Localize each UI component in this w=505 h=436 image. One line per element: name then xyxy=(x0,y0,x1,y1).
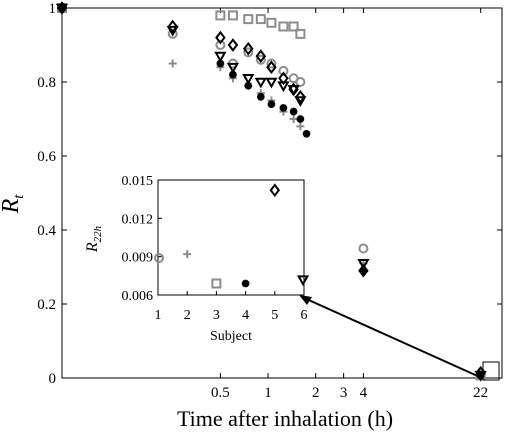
y-tick-label: 0.8 xyxy=(37,75,56,91)
inset-x-tick-label: 2 xyxy=(184,308,191,323)
data-point-triangle-down xyxy=(166,25,179,37)
data-point-star xyxy=(476,371,485,380)
data-point-triangle-down xyxy=(226,62,240,74)
data-point-circle xyxy=(167,28,178,39)
y-tick-label: 0.6 xyxy=(37,149,56,165)
inset-point-circle xyxy=(154,252,164,263)
inset-point-star xyxy=(241,279,250,288)
x-tick-label: 1 xyxy=(264,385,272,401)
data-point-circle xyxy=(266,58,277,69)
data-point-circle xyxy=(358,243,369,254)
data-point-star xyxy=(267,100,276,108)
data-point-star xyxy=(244,81,253,90)
main-axis-ticks: 00.20.40.60.810.5 1 2 3 4 22 xyxy=(37,1,502,401)
inset-y-tick-label: 0.006 xyxy=(122,289,154,304)
data-point-diamond xyxy=(243,41,254,56)
main-x-axis-label: Time after inhalation (h) xyxy=(177,406,393,431)
data-point-plus xyxy=(289,115,298,123)
data-point-square xyxy=(288,21,299,32)
inset-point-diamond xyxy=(269,183,281,198)
data-point-circle xyxy=(295,77,306,87)
main-plot-frame xyxy=(61,7,503,379)
inset-x-tick-label: 6 xyxy=(301,308,308,323)
x-tick-label: 22 xyxy=(473,385,488,401)
data-point-plus xyxy=(296,122,305,131)
data-point-triangle-down xyxy=(242,74,255,85)
y-tick-label: 0.4 xyxy=(37,223,56,239)
y-tick-label: 0.2 xyxy=(37,297,56,313)
x-tick-label: 4 xyxy=(360,385,368,401)
inset-x-axis-label: Subject xyxy=(210,329,252,344)
x-tick-label: 3 xyxy=(340,385,348,401)
data-point-star xyxy=(359,266,368,275)
data-point-triangle-down xyxy=(265,77,278,89)
data-point-triangle-down xyxy=(294,96,307,107)
inset-y-axis-label: R22h xyxy=(84,225,104,253)
main-data-points xyxy=(55,1,487,382)
data-point-star xyxy=(296,115,305,123)
data-point-diamond xyxy=(167,19,178,34)
inset-x-tick-label: 4 xyxy=(242,308,249,323)
inset-point-plus xyxy=(183,250,192,259)
data-point-square xyxy=(243,14,254,25)
data-point-square xyxy=(266,17,277,28)
inset-plot-frame xyxy=(157,179,305,296)
x-tick-label: 0.5 xyxy=(211,385,230,401)
data-point-diamond xyxy=(266,60,277,75)
inset-y-label-main: R xyxy=(84,242,101,253)
inset-point-square xyxy=(211,278,222,289)
data-point-triangle-down xyxy=(55,3,69,15)
data-point-circle xyxy=(278,65,289,76)
inset-point-triangle-down xyxy=(296,275,310,287)
data-point-square xyxy=(227,10,238,21)
data-point-star xyxy=(257,93,265,101)
data-point-triangle-down xyxy=(254,77,267,89)
data-point-diamond xyxy=(278,71,289,86)
data-point-star xyxy=(302,130,311,138)
inset-y-tick-label: 0.012 xyxy=(122,212,154,227)
y-tick-label: 0 xyxy=(49,371,57,387)
inset-y-label-sub: 22h xyxy=(92,225,104,242)
data-point-circle xyxy=(243,47,254,58)
y-tick-label: 1 xyxy=(49,1,57,17)
x-tick-label: 2 xyxy=(312,385,320,401)
data-point-triangle-down xyxy=(214,51,227,63)
inset-arrow-head xyxy=(299,295,312,305)
data-point-diamond xyxy=(358,263,369,278)
data-point-star xyxy=(289,107,298,116)
data-point-square xyxy=(255,14,266,25)
data-point-star xyxy=(279,104,288,112)
data-point-square xyxy=(278,21,289,32)
main-y-axis-label: Rt xyxy=(0,194,27,215)
data-point-star xyxy=(216,59,225,68)
data-point-diamond xyxy=(255,49,267,63)
data-point-triangle-down xyxy=(357,259,370,270)
inset-x-tick-label: 3 xyxy=(213,308,220,323)
data-point-diamond xyxy=(215,30,226,45)
main-y-label-sub: t xyxy=(11,194,27,199)
data-point-star xyxy=(229,70,237,79)
data-point-square xyxy=(215,10,226,21)
data-point-diamond xyxy=(227,38,239,52)
data-point-square xyxy=(295,28,306,39)
inset-data-points xyxy=(154,183,310,289)
data-point-plus xyxy=(168,59,177,68)
inset-y-tick-label: 0.015 xyxy=(122,174,154,189)
data-point-star xyxy=(58,4,66,12)
data-point-circle xyxy=(255,54,266,65)
inset-x-tick-label: 5 xyxy=(271,308,278,323)
inset-y-tick-label: 0.009 xyxy=(122,251,154,266)
data-point-circle xyxy=(215,40,226,50)
inset-axis-ticks: 0.006 0.009 0.012 0.015 1 2 3 4 5 6 xyxy=(122,174,308,323)
data-point-triangle-down xyxy=(287,85,300,96)
data-point-diamond xyxy=(295,89,306,104)
main-y-label-main: R xyxy=(0,198,24,214)
data-point-triangle-down xyxy=(277,81,290,93)
inset-arrow-line xyxy=(301,296,483,379)
inset-x-tick-label: 1 xyxy=(155,308,162,323)
highlight-box xyxy=(482,361,500,381)
